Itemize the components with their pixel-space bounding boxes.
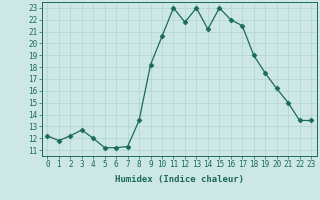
X-axis label: Humidex (Indice chaleur): Humidex (Indice chaleur) — [115, 175, 244, 184]
